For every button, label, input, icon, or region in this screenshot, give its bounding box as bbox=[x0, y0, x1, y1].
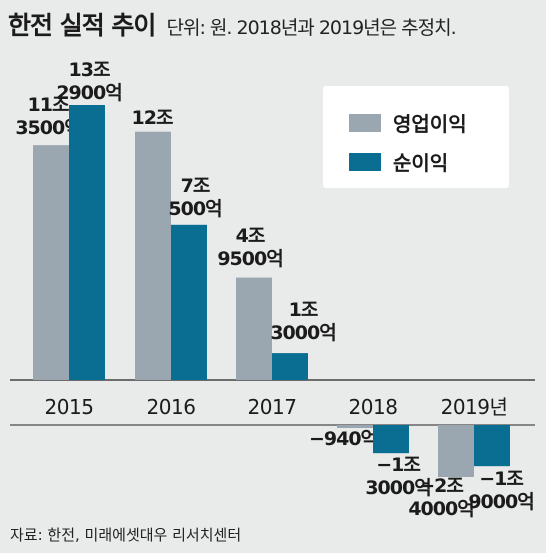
source-note: 자료: 한전, 미래에셋대우 리서치센터 bbox=[10, 526, 242, 544]
data-label: −2조 4000억 bbox=[408, 475, 473, 520]
bar-operating-profit bbox=[337, 425, 373, 428]
bar-net-profit bbox=[373, 425, 409, 454]
data-label: −1조 3000억 bbox=[365, 454, 430, 499]
legend-item-net-profit: 순이익 bbox=[349, 147, 448, 176]
chart-title: 한전 실적 추이 bbox=[8, 11, 156, 40]
title-row: 한전 실적 추이 단위: 원. 2018년과 2019년은 추정치. bbox=[8, 6, 457, 42]
x-tick-label: 2016 bbox=[147, 395, 196, 419]
bar-net-profit bbox=[69, 105, 105, 380]
legend-item-operating-profit: 영업이익 bbox=[349, 108, 467, 137]
legend-label-operating-profit: 영업이익 bbox=[393, 112, 467, 136]
bar-net-profit bbox=[272, 353, 308, 380]
x-tick-label: 2017 bbox=[248, 395, 297, 419]
bar-operating-profit bbox=[236, 277, 272, 380]
bar-net-profit bbox=[474, 425, 510, 467]
legend-swatch-operating-profit bbox=[349, 113, 381, 132]
unit-note: 단위: 원. 2018년과 2019년은 추정치. bbox=[166, 17, 457, 39]
x-tick-label: 2015 bbox=[45, 395, 94, 419]
data-label: 1조 3000억 bbox=[270, 299, 335, 344]
bar-net-profit bbox=[171, 224, 207, 380]
data-label: 4조 9500억 bbox=[217, 225, 282, 270]
legend-label-net-profit: 순이익 bbox=[393, 151, 449, 175]
data-label: 13조 2900억 bbox=[56, 59, 121, 104]
data-label: 12조 bbox=[132, 107, 173, 129]
bar-operating-profit bbox=[33, 145, 69, 380]
legend-swatch-net-profit bbox=[349, 152, 381, 171]
data-label: 11조 3500억 bbox=[15, 94, 80, 139]
bar-operating-profit bbox=[135, 131, 171, 380]
x-tick-label: 2018 bbox=[349, 395, 398, 419]
data-label: −1조 9000억 bbox=[468, 468, 533, 513]
x-tick-label: 2019년 bbox=[441, 395, 508, 419]
bar-operating-profit bbox=[438, 425, 474, 477]
data-label: −940억 bbox=[309, 428, 377, 450]
legend: 영업이익 순이익 bbox=[323, 86, 509, 188]
data-label: 7조 500억 bbox=[168, 175, 221, 220]
